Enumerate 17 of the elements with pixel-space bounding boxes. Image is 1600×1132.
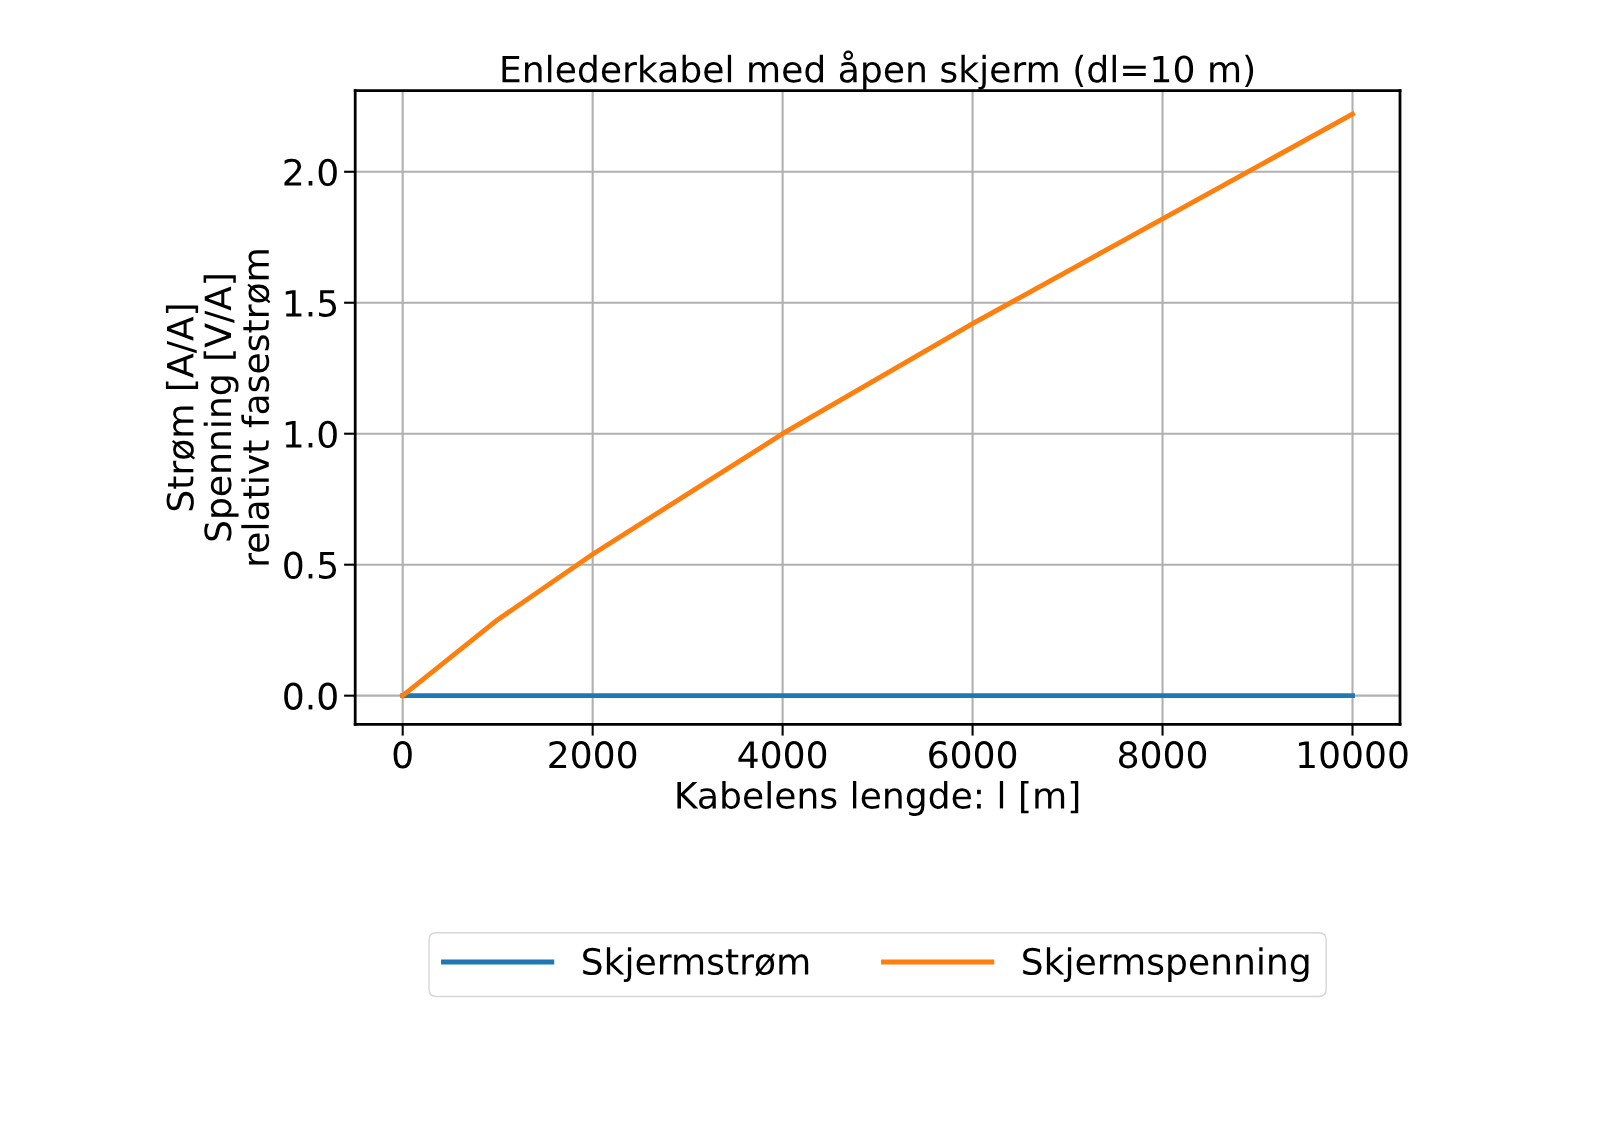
legend-label: Skjermspenning	[1023, 947, 1309, 983]
y-tick-label: 2.0	[284, 158, 337, 186]
x-tick-label: 4000	[738, 741, 827, 769]
x-tick-label: 2000	[549, 741, 637, 769]
x-tick-label: 8000	[1119, 741, 1207, 769]
y-tick-label: 0.0	[284, 682, 337, 710]
x-axis-title: Kabelens lengde: l [m]	[677, 780, 1079, 816]
line-series	[400, 111, 1355, 699]
legend-label: Skjermstrøm	[583, 947, 809, 983]
y-tick-label: 1.5	[285, 290, 337, 317]
x-tick-label: 10000	[1299, 741, 1408, 769]
x-tick-label: 6000	[929, 741, 1017, 769]
chart-title: Enlederkabel med åpen skjerm (dl=10 m)	[502, 50, 1254, 90]
y-tick-label: 0.5	[284, 551, 337, 579]
x-tick-label: 0	[393, 741, 412, 769]
y-tick-label: 1.0	[285, 420, 337, 448]
y-axis-title: Strøm [A/A] Spenning [V/A] relativt fasestrøm	[165, 250, 271, 565]
